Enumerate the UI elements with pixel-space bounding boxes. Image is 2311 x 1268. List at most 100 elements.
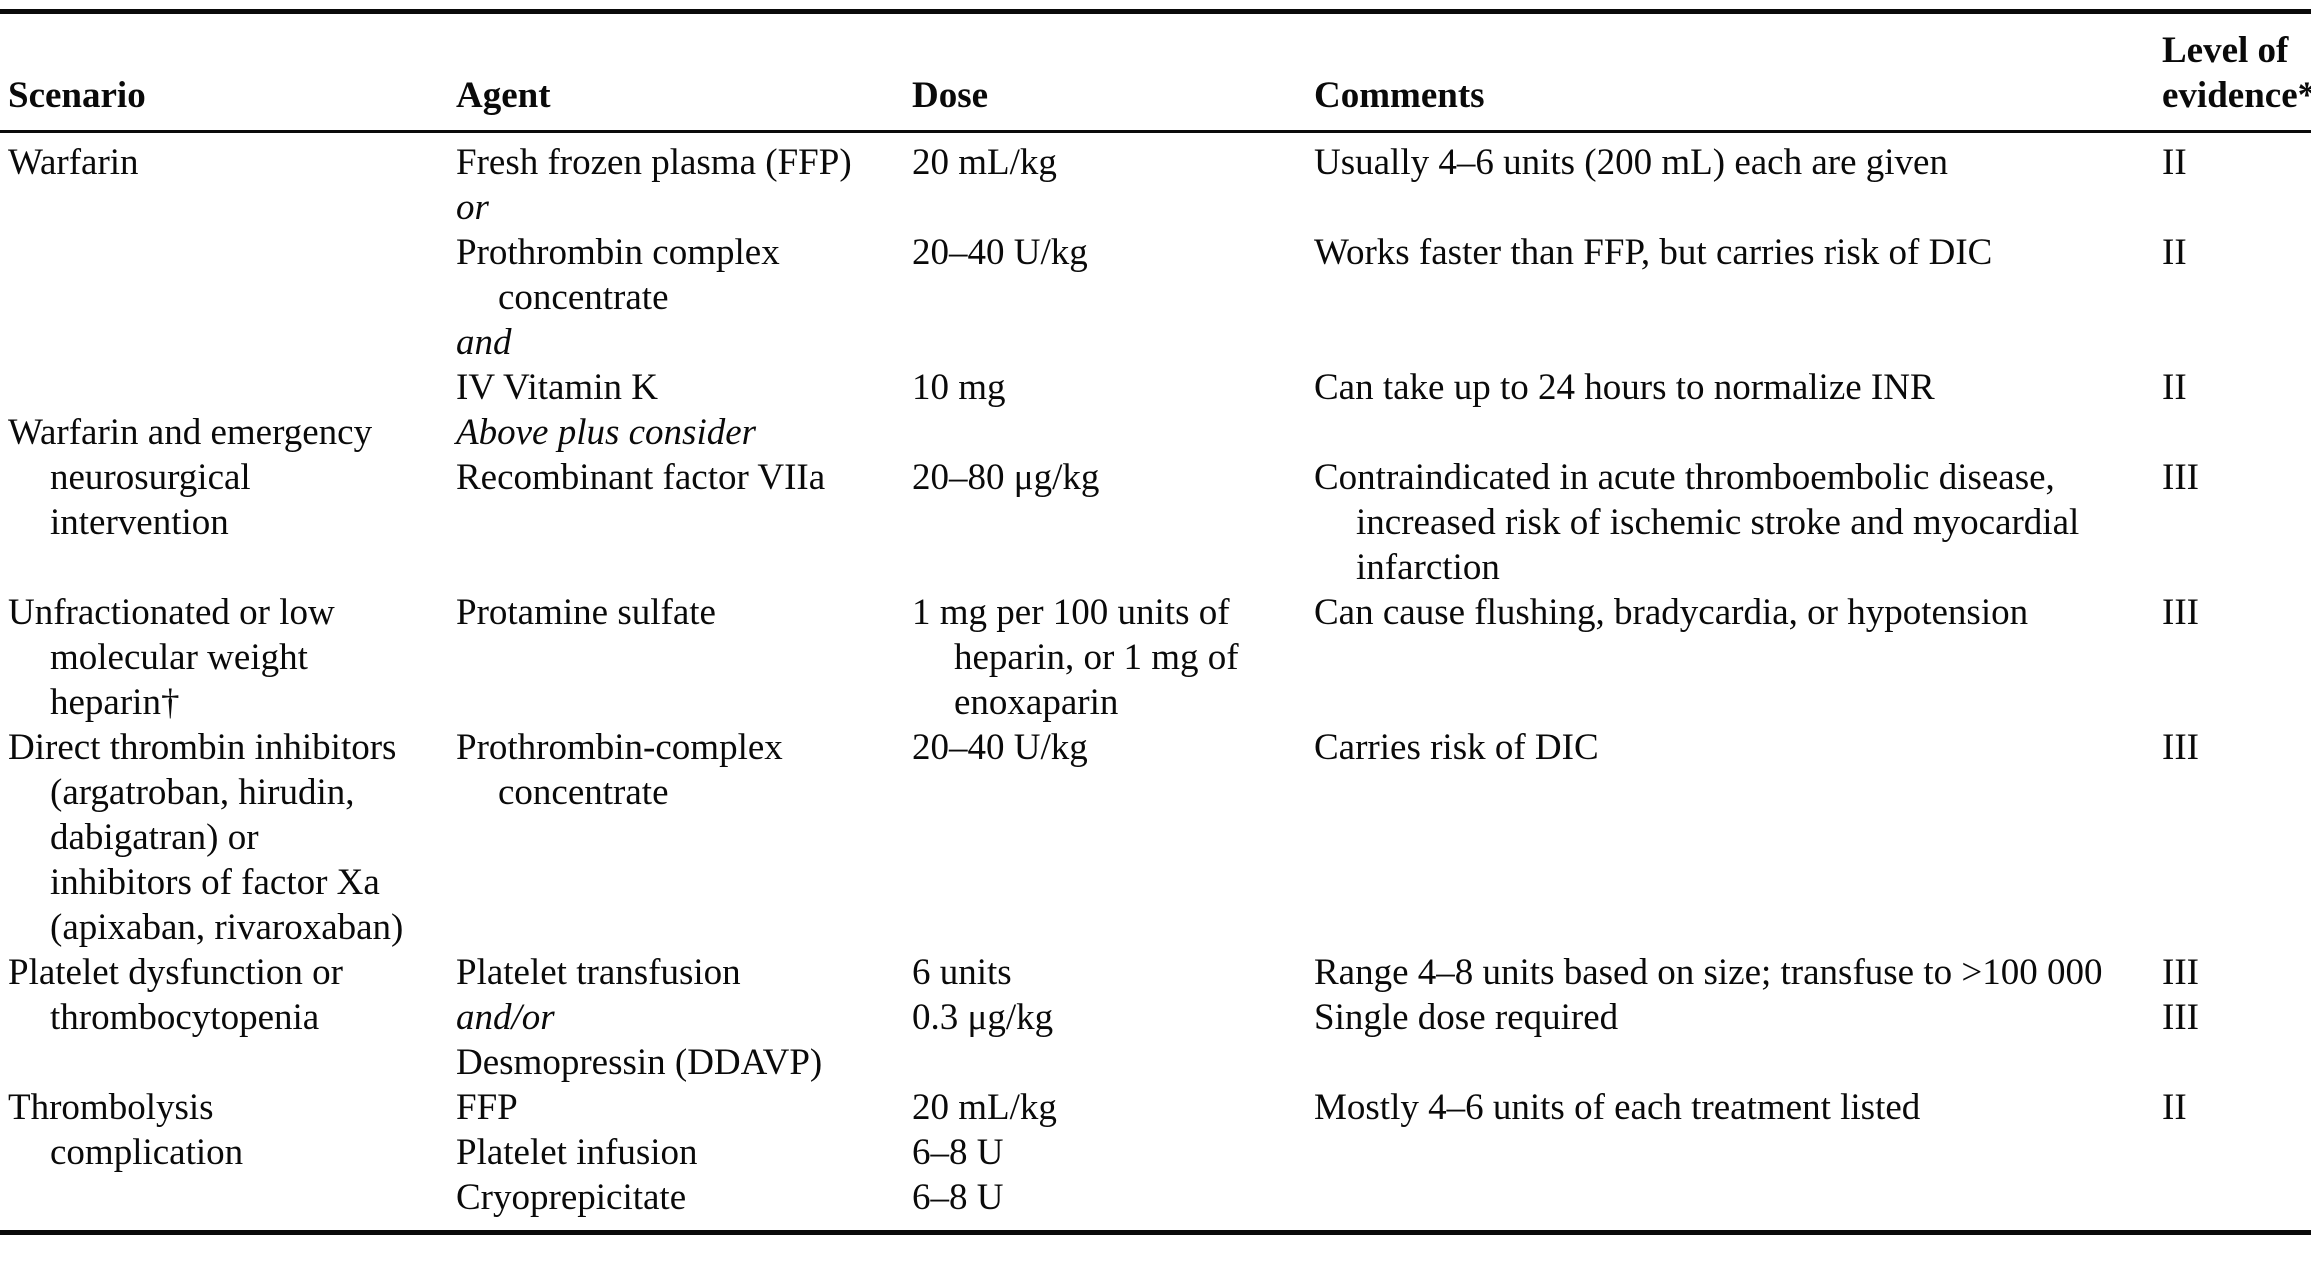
table-row: Warfarin and emergency neurosurgical inter… <box>0 410 2311 590</box>
cell-line: 6–8 U <box>912 1177 1004 1218</box>
cell-line <box>912 320 1303 365</box>
comments-cell: Range 4–8 units based on size; transfuse… <box>1303 950 2150 1085</box>
cell-line: II <box>2162 232 2187 273</box>
table-row: Platelet dysfunction or thrombocytopenia P… <box>0 950 2311 1085</box>
cell-line <box>1314 410 2150 455</box>
cell-line: Unfractionated or low <box>8 592 335 633</box>
scenario-cell: Thrombolysis complication <box>0 1085 455 1220</box>
cell-line: Above plus consider <box>456 412 757 453</box>
agent-cell: Above plus consider Recombinant factor VI… <box>455 410 910 590</box>
agent-cell: Fresh frozen plasma (FFP) or Prothrombin c… <box>455 140 910 410</box>
cell-line: Works faster than FFP, but carries risk … <box>1314 232 1993 273</box>
cell-line: inhibitors of factor Xa <box>50 862 380 903</box>
cell-line: Warfarin and emergency <box>8 412 373 453</box>
table-body: Warfarin Fresh frozen plasma (FFP) or Proth… <box>0 133 2311 1230</box>
cell-line: FFP <box>456 1087 518 1128</box>
cell-line: III <box>2162 457 2199 498</box>
scenario-cell: Warfarin <box>0 140 455 410</box>
cell-line <box>2162 410 2311 455</box>
col-header-evidence-line2: evidence* <box>2162 75 2311 116</box>
cell-line: neurosurgical <box>50 457 251 498</box>
table-row: Thrombolysis complication FFP Platelet infu… <box>0 1085 2311 1220</box>
agent-cell: Protamine sulfate <box>455 590 910 725</box>
cell-line: 0.3 μg/kg <box>912 997 1054 1038</box>
cell-line: Contraindicated in acute thromboembolic … <box>1314 457 2055 498</box>
cell-line: Cryoprepicitate <box>456 1177 687 1218</box>
cell-line: 20–40 U/kg <box>912 232 1088 273</box>
table-header-rule <box>0 130 2311 133</box>
comments-cell: Mostly 4–6 units of each treatment liste… <box>1303 1085 2150 1220</box>
cell-line: Usually 4–6 units (200 mL) each are give… <box>1314 142 1948 183</box>
comments-cell: Can cause flushing, bradycardia, or hypo… <box>1303 590 2150 725</box>
dose-cell: 1 mg per 100 units of heparin, or 1 mg of… <box>910 590 1303 725</box>
col-header-agent: Agent <box>456 75 551 116</box>
cell-line <box>912 185 1303 230</box>
col-header-dose: Dose <box>912 75 989 116</box>
cell-line: and <box>456 322 512 363</box>
cell-line <box>2162 320 2311 365</box>
cell-line: Direct thrombin inhibitors <box>8 727 397 768</box>
evidence-cell: II II II <box>2150 140 2311 410</box>
cell-line: dabigatran) or <box>50 817 259 858</box>
cell-line: Platelet transfusion <box>456 952 741 993</box>
cell-line <box>912 275 1303 320</box>
cell-line <box>912 410 1303 455</box>
agent-cell: Prothrombin-complex concentrate <box>455 725 910 950</box>
cell-line: (apixaban, rivaroxaban) <box>50 907 404 948</box>
scenario-cell: Direct thrombin inhibitors (argatroban, h… <box>0 725 455 950</box>
reversal-agents-table: Scenario Agent Dose Comments Level of ev… <box>0 9 2311 1235</box>
cell-line: molecular weight <box>50 637 308 678</box>
cell-line <box>1314 185 2150 230</box>
cell-line: 1 mg per 100 units of <box>912 592 1230 633</box>
col-header-comments: Comments <box>1314 75 1485 116</box>
cell-line: II <box>2162 1087 2187 1128</box>
cell-line: III <box>2162 997 2199 1038</box>
comments-cell: Carries risk of DIC <box>1303 725 2150 950</box>
table-row: Direct thrombin inhibitors (argatroban, h… <box>0 725 2311 950</box>
cell-line: and/or <box>456 997 555 1038</box>
cell-line: concentrate <box>498 772 669 813</box>
cell-line: Can cause flushing, bradycardia, or hypo… <box>1314 592 2029 633</box>
dose-cell: 20 mL/kg 6–8 U 6–8 U <box>910 1085 1303 1220</box>
cell-line: Recombinant factor VIIa <box>456 457 826 498</box>
cell-line <box>1314 275 2150 320</box>
col-header-evidence: Level of evidence* <box>2150 28 2311 118</box>
cell-line: Fresh frozen plasma (FFP) <box>456 142 852 183</box>
evidence-cell: II <box>2150 1085 2311 1220</box>
cell-line: Prothrombin-complex <box>456 727 783 768</box>
table-bottom-rule <box>0 1230 2311 1235</box>
cell-line: Desmopressin (DDAVP) <box>456 1042 823 1083</box>
cell-line: Thrombolysis <box>8 1087 214 1128</box>
cell-line: Can take up to 24 hours to normalize INR <box>1314 367 1935 408</box>
cell-line: Mostly 4–6 units of each treatment liste… <box>1314 1087 1921 1128</box>
cell-line <box>2162 185 2311 230</box>
cell-line: III <box>2162 592 2199 633</box>
cell-line: infarction <box>1356 547 1500 588</box>
cell-line: heparin, or 1 mg of <box>954 637 1239 678</box>
scenario-cell: Platelet dysfunction or thrombocytopenia <box>0 950 455 1085</box>
cell-line: II <box>2162 142 2187 183</box>
scenario-cell: Warfarin and emergency neurosurgical inter… <box>0 410 455 590</box>
cell-line: intervention <box>50 502 229 543</box>
scenario-cell: Unfractionated or low molecular weight hep… <box>0 590 455 725</box>
table-top-rule <box>0 9 2311 14</box>
cell-line: 20 mL/kg <box>912 142 1057 183</box>
cell-line: 6–8 U <box>912 1132 1004 1173</box>
cell-line: (argatroban, hirudin, <box>50 772 355 813</box>
dose-cell: 6 units 0.3 μg/kg <box>910 950 1303 1085</box>
evidence-cell: III <box>2150 590 2311 725</box>
cell-line: 10 mg <box>912 367 1006 408</box>
cell-line: enoxaparin <box>954 682 1119 723</box>
cell-line: Single dose required <box>1314 997 1619 1038</box>
col-header-scenario: Scenario <box>8 75 146 116</box>
cell-line: 6 units <box>912 952 1012 993</box>
cell-line: or <box>456 187 489 228</box>
cell-line: Platelet dysfunction or <box>8 952 343 993</box>
comments-cell: Usually 4–6 units (200 mL) each are give… <box>1303 140 2150 410</box>
agent-cell: FFP Platelet infusion Cryoprepicitate <box>455 1085 910 1220</box>
col-header-evidence-line1: Level of <box>2162 30 2289 71</box>
cell-line: Platelet infusion <box>456 1132 698 1173</box>
cell-line: Warfarin <box>8 142 139 183</box>
cell-line: increased risk of ischemic stroke and my… <box>1356 502 2080 543</box>
